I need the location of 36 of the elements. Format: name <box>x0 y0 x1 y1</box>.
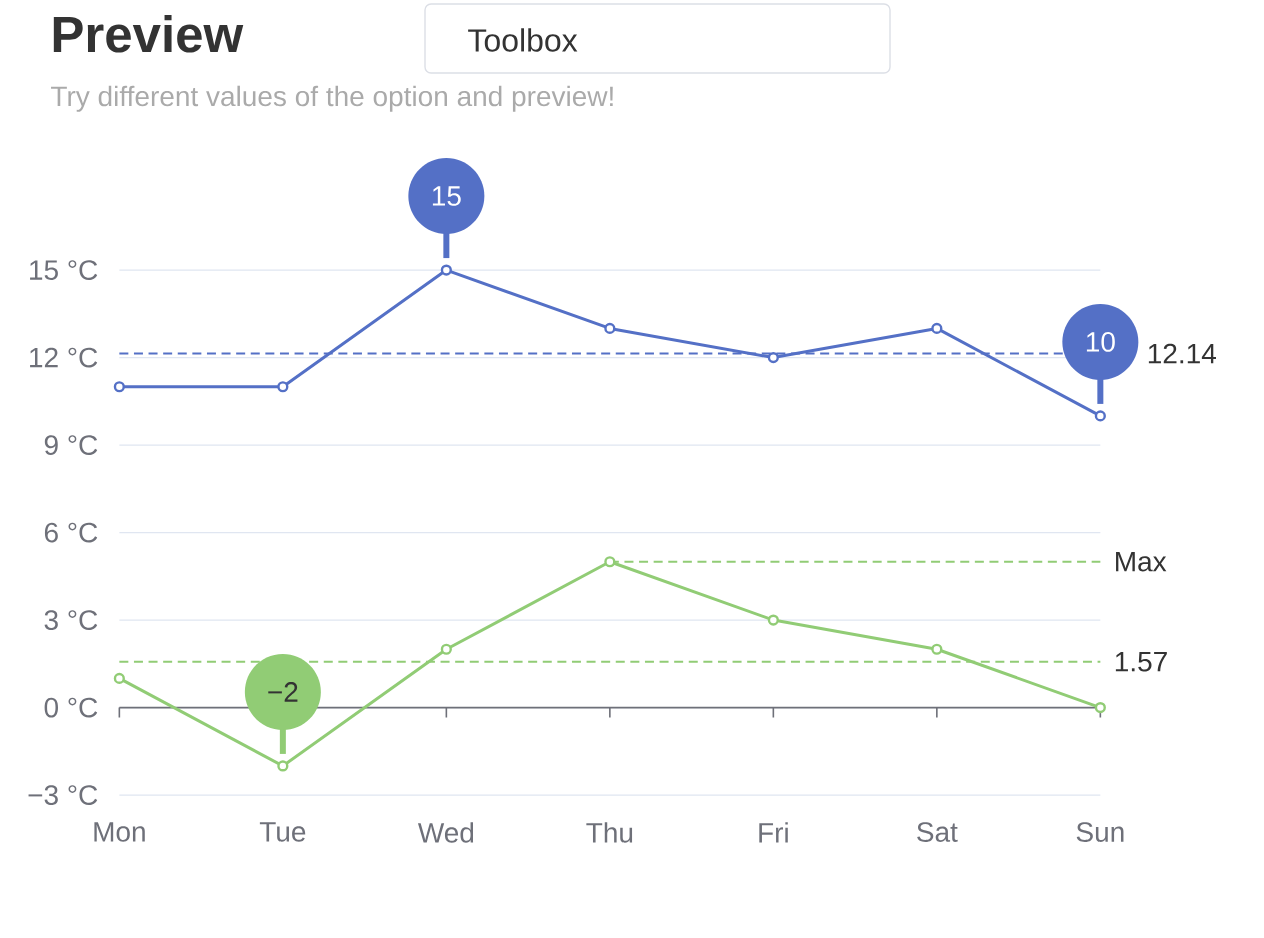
y-tick-label: 6 °C <box>44 522 98 543</box>
data-label: 15 <box>432 186 461 206</box>
point <box>931 643 943 655</box>
text: Toolbox <box>468 28 578 52</box>
x-tick-label: Sat <box>917 822 958 842</box>
point <box>113 672 125 685</box>
y-tick-label: 15 °C <box>30 260 98 280</box>
data-label: −2 <box>268 682 298 702</box>
x-tick-label: Tue <box>259 822 306 842</box>
chart-subtitle: Try different values of the option and preview! <box>51 85 613 112</box>
point <box>604 322 616 335</box>
point <box>113 381 125 393</box>
point <box>767 351 779 364</box>
x-tick-label: Wed <box>417 822 474 843</box>
ref-line-label: 1.57 <box>1115 652 1167 672</box>
chart-title: Preview <box>53 15 244 53</box>
y-tick-label: 12 °C <box>30 347 98 368</box>
x-tick-label: Mon <box>94 822 145 842</box>
y-tick-label: 0 °C <box>44 697 98 718</box>
point <box>767 614 779 626</box>
point <box>440 643 452 655</box>
point <box>931 322 943 335</box>
point <box>277 760 289 772</box>
point <box>1094 410 1106 422</box>
point <box>277 381 289 393</box>
ref-line-label: Max <box>1116 551 1167 572</box>
x-tick-label: Sun <box>1076 822 1124 842</box>
y-tick-label: 9 °C <box>44 435 98 455</box>
point <box>440 264 452 276</box>
data-label: 10 <box>1086 331 1115 352</box>
y-tick-label: 3 °C <box>44 610 98 630</box>
y-tick-label: −3 °C <box>28 785 98 805</box>
x-tick-label: Thu <box>586 822 633 843</box>
point <box>604 556 616 568</box>
ref-line-label: 12.14 <box>1148 343 1216 364</box>
x-tick-label: Fri <box>759 822 788 843</box>
